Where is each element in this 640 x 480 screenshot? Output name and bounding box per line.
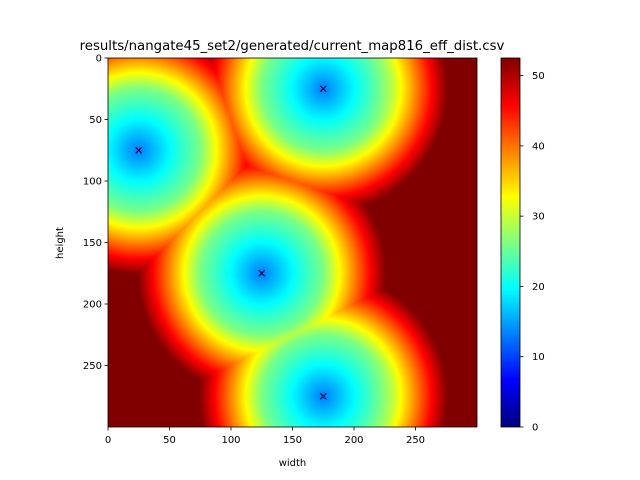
colorbar-tick-label: 40	[532, 141, 545, 152]
y-tick-label: 100	[83, 177, 102, 188]
x-tick-label: 250	[406, 435, 425, 446]
colorbar-tick-label: 0	[532, 423, 538, 434]
source-marker	[135, 146, 143, 154]
x-tick-label: 0	[105, 435, 111, 446]
x-axis: 0 50 100 150 200 250	[105, 427, 425, 446]
heatmap-plot-area: 0 50 100 150 200 250 0 50 100 150 200 250	[83, 54, 478, 446]
y-tick-label: 200	[83, 300, 102, 311]
colorbar-tick-label: 50	[532, 71, 545, 82]
colorbar-gradient	[501, 58, 520, 427]
source-marker	[258, 269, 266, 277]
colorbar-tick-label: 30	[532, 212, 545, 223]
colorbar-axis: 0 10 20 30 40 50	[520, 71, 545, 434]
x-tick-label: 50	[163, 435, 176, 446]
source-marker	[319, 392, 327, 400]
x-tick-label: 150	[283, 435, 302, 446]
chart-title: results/nangate45_set2/generated/current…	[80, 39, 505, 54]
colorbar-tick-label: 20	[532, 282, 545, 293]
y-axis: 0 50 100 150 200 250	[83, 54, 108, 372]
y-axis-label: height	[55, 227, 66, 259]
colorbar: 0 10 20 30 40 50	[500, 57, 545, 434]
source-markers	[135, 85, 327, 400]
y-tick-label: 250	[83, 361, 102, 372]
y-tick-label: 0	[96, 54, 102, 65]
colorbar-frame	[500, 57, 521, 428]
x-tick-label: 200	[344, 435, 363, 446]
y-tick-label: 150	[83, 238, 102, 249]
source-marker	[319, 85, 327, 93]
heatmap-image	[108, 58, 477, 427]
x-axis-label: width	[279, 458, 307, 469]
y-tick-label: 50	[89, 115, 102, 126]
x-tick-label: 100	[221, 435, 240, 446]
colorbar-tick-label: 10	[532, 352, 545, 363]
